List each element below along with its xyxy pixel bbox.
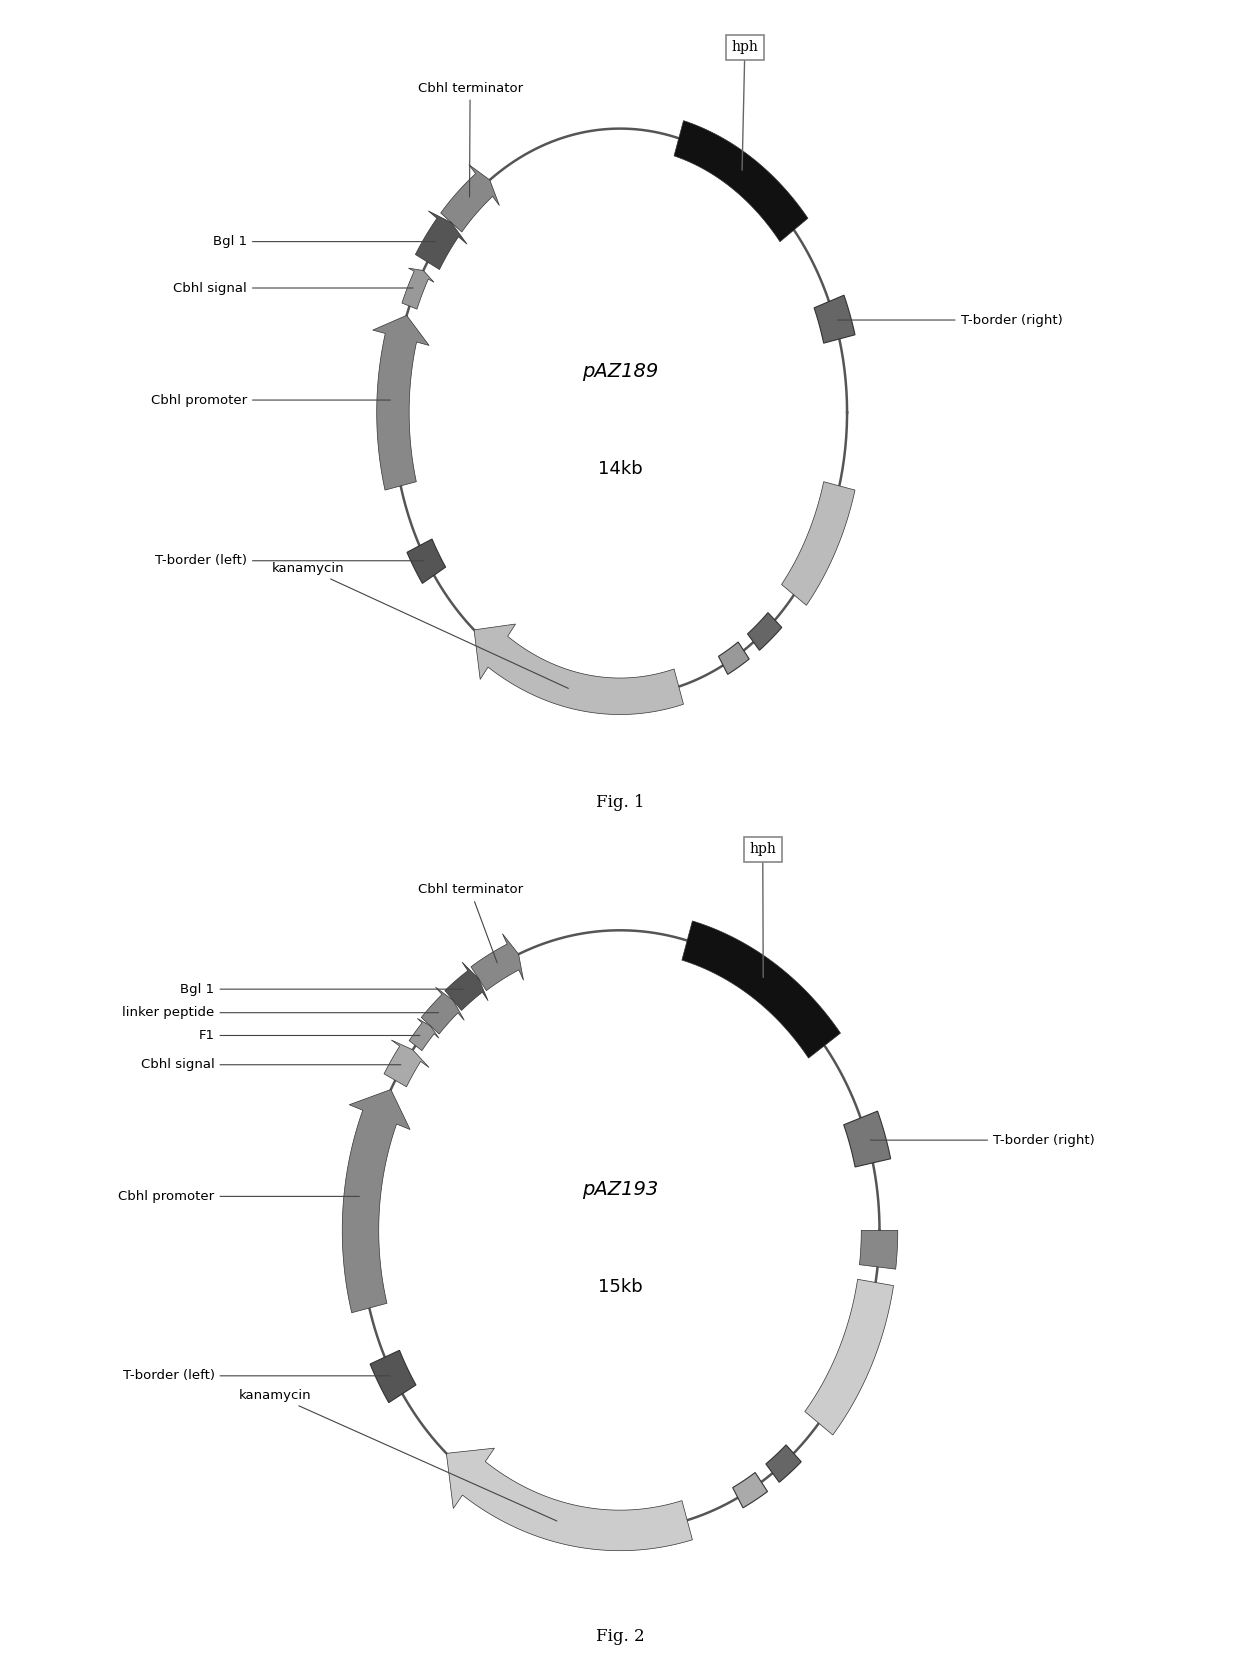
Text: Fig. 1: Fig. 1 [595,794,645,810]
Text: Cbhl signal: Cbhl signal [174,281,413,294]
Polygon shape [342,1090,410,1313]
Text: 15kb: 15kb [598,1279,642,1297]
Polygon shape [859,1231,898,1269]
Polygon shape [407,539,445,584]
Polygon shape [440,165,500,232]
Polygon shape [384,1040,429,1087]
Polygon shape [675,121,808,241]
Polygon shape [733,1472,768,1508]
Text: F1: F1 [198,1029,420,1042]
Text: Cbhl signal: Cbhl signal [141,1059,401,1072]
Text: linker peptide: linker peptide [123,1006,439,1019]
Polygon shape [422,987,464,1034]
Polygon shape [766,1446,801,1482]
Polygon shape [718,642,749,675]
Polygon shape [474,624,683,715]
Text: pAZ193: pAZ193 [582,1181,658,1199]
Text: T-border (left): T-border (left) [123,1370,391,1383]
Polygon shape [370,1350,415,1403]
Text: hph: hph [749,842,776,857]
Text: hph: hph [732,40,759,55]
Text: Cbhl promoter: Cbhl promoter [118,1189,360,1202]
Text: kanamycin: kanamycin [239,1389,557,1522]
Polygon shape [445,963,489,1011]
Text: Bgl 1: Bgl 1 [213,235,436,248]
Text: Cbhl terminator: Cbhl terminator [418,81,523,197]
Text: kanamycin: kanamycin [272,562,568,688]
Polygon shape [471,935,523,991]
Polygon shape [373,316,429,490]
Polygon shape [402,268,434,309]
Text: T-border (right): T-border (right) [837,314,1063,326]
Text: T-border (left): T-border (left) [155,554,424,567]
Polygon shape [682,921,841,1059]
Polygon shape [409,1019,439,1050]
Text: Cbhl terminator: Cbhl terminator [418,883,523,963]
Polygon shape [748,612,781,650]
Text: pAZ189: pAZ189 [582,362,658,382]
Text: T-border (right): T-border (right) [870,1133,1095,1146]
Text: 14kb: 14kb [598,460,642,478]
Text: Cbhl promoter: Cbhl promoter [151,394,391,407]
Polygon shape [843,1111,890,1168]
Text: Bgl 1: Bgl 1 [180,982,463,996]
Polygon shape [415,212,467,270]
Text: Fig. 2: Fig. 2 [595,1628,645,1644]
Polygon shape [446,1449,692,1551]
Polygon shape [805,1279,894,1436]
Polygon shape [781,481,856,605]
Polygon shape [815,294,856,342]
